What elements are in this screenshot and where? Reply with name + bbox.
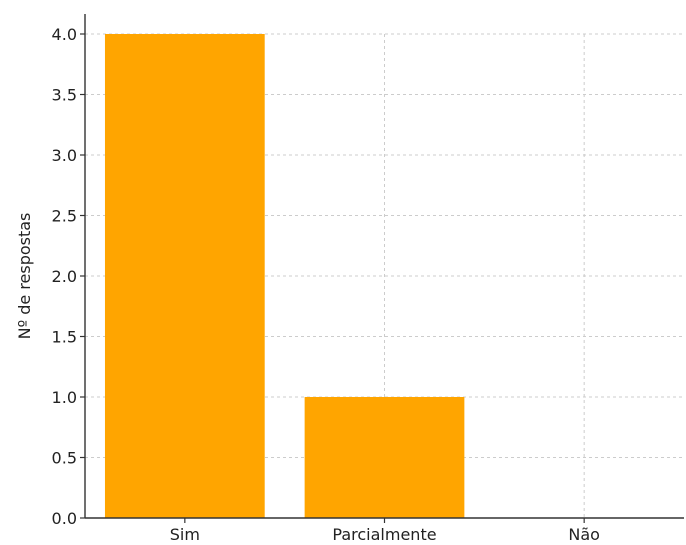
y-tick-label: 2.0 bbox=[52, 267, 77, 286]
x-tick-label: Parcialmente bbox=[332, 525, 436, 544]
y-tick-label: 4.0 bbox=[52, 25, 77, 44]
bar-sim bbox=[104, 34, 265, 518]
x-tick-label: Não bbox=[568, 525, 600, 544]
bars bbox=[104, 34, 465, 518]
y-tick-label: 2.5 bbox=[52, 207, 77, 226]
y-tick-label: 3.5 bbox=[52, 86, 77, 105]
y-tick-label: 1.5 bbox=[52, 328, 77, 347]
x-tick-label: Sim bbox=[170, 525, 200, 544]
y-tick-labels: 0.0 0.5 1.0 1.5 2.0 2.5 3.0 3.5 4.0 bbox=[52, 25, 85, 528]
y-tick-label: 0.0 bbox=[52, 509, 77, 528]
bar-parcialmente bbox=[304, 397, 465, 518]
y-tick-label: 0.5 bbox=[52, 449, 77, 468]
y-tick-label: 3.0 bbox=[52, 146, 77, 165]
y-axis-label: Nº de respostas bbox=[15, 213, 34, 340]
y-tick-label: 1.0 bbox=[52, 388, 77, 407]
grid-lines bbox=[85, 33, 684, 519]
x-tick-labels: Sim Parcialmente Não bbox=[170, 518, 600, 544]
